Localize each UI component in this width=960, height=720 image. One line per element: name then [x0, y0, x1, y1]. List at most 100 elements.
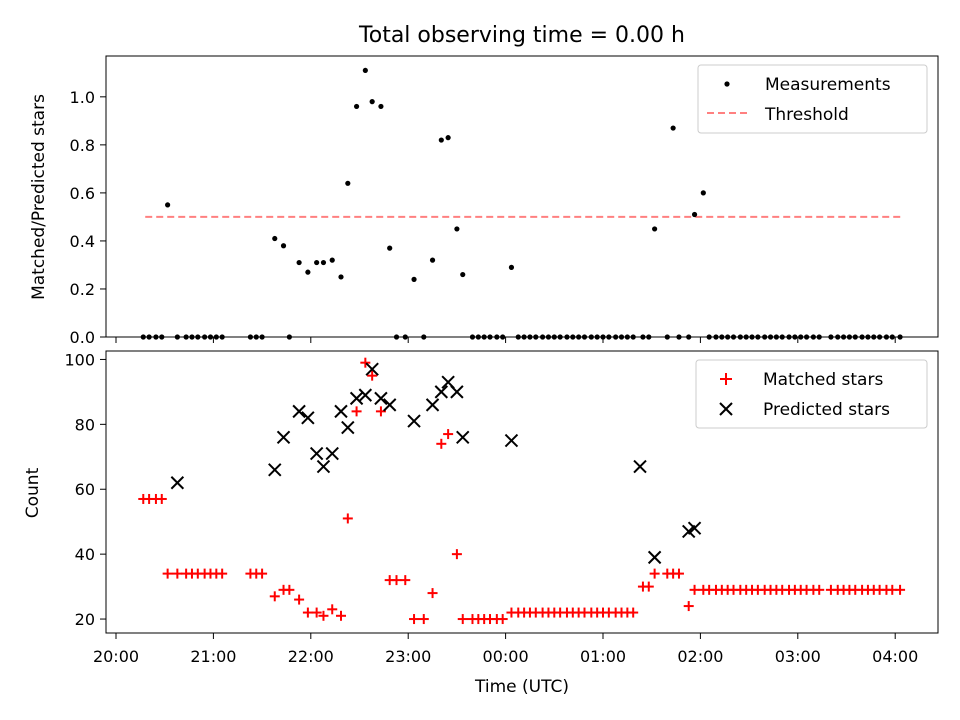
- matched-star-point: [318, 610, 329, 621]
- predicted-star-point: [450, 385, 464, 399]
- matched-star-point: [497, 614, 508, 625]
- measurement-point: [296, 259, 302, 266]
- bottom-axes-frame: [105, 350, 939, 634]
- top-panel: 0.0 0.2 0.4 0.6 0.8 1.0 Matched/Predicted sta…: [29, 55, 939, 347]
- matched-star-point: [162, 568, 173, 579]
- predicted-star-point: [407, 414, 421, 428]
- matched-star-point: [457, 614, 468, 625]
- measurement-point: [272, 235, 278, 242]
- measurement-point: [652, 226, 658, 232]
- top-y-tick-label: 0.8: [70, 136, 95, 155]
- predicted-star-stroke-b: [504, 433, 519, 448]
- predicted-star-point: [504, 433, 519, 448]
- bottom-x-tick-label: 01:00: [580, 647, 626, 666]
- measurement-point: [369, 99, 375, 105]
- measurement-point: [445, 135, 451, 141]
- legend-matched-marker: [720, 373, 732, 385]
- legend-measurements-label: Measurements: [765, 75, 891, 95]
- predicted-star-stroke-b: [341, 420, 355, 435]
- measurement-point: [411, 276, 417, 282]
- top-y-tick-label: 0.2: [70, 280, 95, 299]
- legend-measurements-marker: [724, 81, 730, 87]
- predicted-star-stroke-b: [365, 362, 379, 376]
- bottom-y-axis-label: Count: [23, 467, 43, 518]
- predicted-star-point: [334, 404, 348, 419]
- predicted-star-stroke-b: [309, 446, 324, 461]
- matched-star-point: [418, 614, 429, 625]
- matched-star-point: [367, 370, 378, 381]
- measurement-point: [345, 180, 351, 186]
- legend-matched-label: Matched stars: [763, 370, 883, 390]
- measurement-point: [320, 259, 327, 266]
- predicted-star-stroke-b: [382, 398, 397, 412]
- bottom-y-tick-label: 100: [64, 350, 95, 369]
- predicted-star-point: [268, 463, 282, 477]
- measurement-point: [429, 257, 436, 263]
- top-y-tick-label: 0.0: [70, 328, 95, 347]
- predicted-star-point: [365, 362, 379, 376]
- matched-star-point: [302, 607, 313, 618]
- matched-star-point: [643, 581, 654, 592]
- matched-star-point: [436, 438, 447, 449]
- top-x-ticks: [115, 337, 896, 343]
- bottom-x-ticks: 20:00 21:00 22:00 23:00 00:00 01:00 02:00 03:00…: [93, 633, 918, 666]
- matched-star-point: [327, 604, 338, 615]
- predicted-star-stroke-b: [334, 404, 348, 419]
- bottom-x-tick-label: 02:00: [677, 647, 723, 666]
- measurement-point: [165, 202, 171, 208]
- measurement-point: [353, 103, 360, 110]
- predicted-star-point: [316, 459, 331, 474]
- matched-star-point: [400, 575, 411, 586]
- predicted-star-stroke-b: [170, 476, 185, 490]
- bottom-marks: [138, 357, 906, 625]
- matched-star-point: [351, 406, 362, 417]
- top-y-tick-label: 0.4: [70, 232, 95, 251]
- bottom-y-ticks: 20 40 60 80 100: [64, 350, 106, 629]
- measurement-point: [438, 137, 444, 143]
- measurement-point: [700, 190, 706, 196]
- predicted-star-stroke-b: [450, 385, 464, 399]
- predicted-star-stroke-b: [276, 430, 291, 445]
- predicted-star-point: [325, 446, 339, 461]
- matched-star-point: [269, 591, 280, 602]
- measurement-point: [329, 257, 335, 263]
- bottom-panel: 20 40 60 80 100 20:00 21:00 22:00 23:00 00:00 01:…: [23, 350, 939, 697]
- predicted-star-point: [349, 391, 364, 406]
- predicted-star-stroke-b: [425, 398, 440, 412]
- predicted-star-stroke-b: [687, 521, 702, 535]
- top-y-axis-label: Matched/Predicted stars: [29, 94, 49, 300]
- predicted-star-stroke-b: [633, 459, 647, 474]
- matched-star-point: [443, 429, 454, 440]
- x-axis-label: Time (UTC): [474, 677, 569, 697]
- predicted-star-stroke-b: [434, 385, 449, 399]
- measurement-point: [691, 211, 698, 218]
- top-legend-box: [697, 64, 928, 134]
- top-y-tick-label: 1.0: [70, 88, 95, 107]
- bottom-x-tick-label: 21:00: [190, 647, 236, 666]
- predicted-star-point: [687, 521, 702, 535]
- top-y-ticks: 0.0 0.2 0.4 0.6 0.8 1.0: [70, 88, 106, 347]
- predicted-star-point: [456, 430, 470, 445]
- predicted-star-point: [292, 404, 306, 419]
- predicted-star-stroke-b: [316, 459, 331, 474]
- measurement-point: [508, 264, 515, 270]
- measurement-point: [338, 274, 344, 280]
- bottom-legend-box: [695, 359, 928, 429]
- predicted-star-point: [434, 385, 449, 399]
- bottom-x-tick-label: 20:00: [93, 647, 139, 666]
- matched-star-point: [895, 584, 906, 595]
- bottom-legend: Matched stars Predicted stars: [695, 359, 928, 429]
- matched-star-point: [257, 568, 268, 579]
- matched-star-point: [683, 601, 694, 612]
- predicted-star-point: [358, 388, 373, 402]
- matched-star-point: [451, 549, 462, 560]
- bottom-y-tick-label: 20: [75, 610, 95, 629]
- matched-star-point: [360, 357, 371, 368]
- matched-star-point: [335, 610, 346, 621]
- predicted-star-point: [309, 446, 324, 461]
- predicted-star-point: [341, 420, 355, 435]
- predicted-star-point: [425, 398, 440, 412]
- matched-star-point: [156, 493, 167, 504]
- predicted-star-stroke-b: [441, 375, 455, 389]
